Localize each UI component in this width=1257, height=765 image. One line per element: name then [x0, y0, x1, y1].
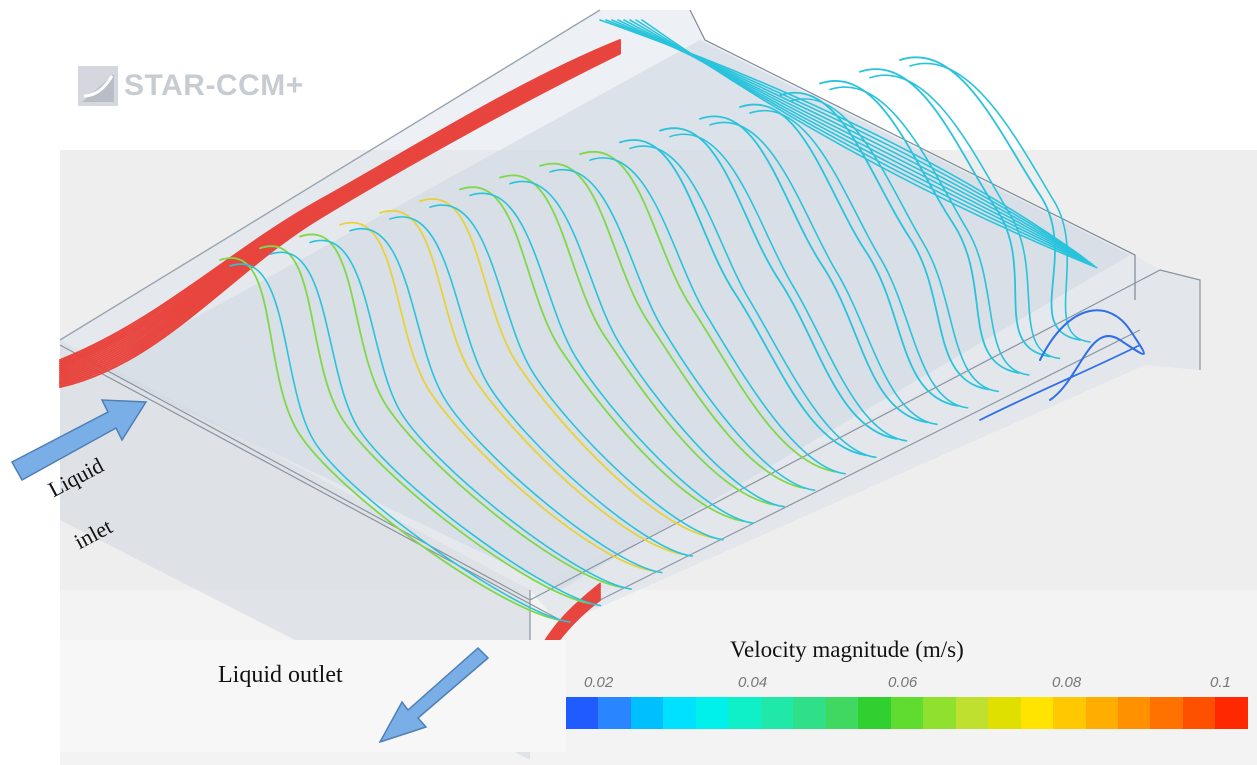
streamline — [659, 127, 898, 440]
colorbar-ticks: 0.02 0.04 0.06 0.08 0.1 — [566, 674, 1246, 698]
streamline — [909, 62, 1091, 343]
streamline — [641, 19, 1098, 269]
star-ccm-logo-icon — [78, 66, 118, 106]
colorbar-segment — [923, 697, 956, 729]
streamline — [669, 133, 908, 442]
streamline — [59, 52, 621, 388]
streamline — [59, 43, 621, 370]
colorbar-segment — [728, 697, 761, 729]
colorbar-segment — [1182, 697, 1216, 729]
streamline — [339, 221, 653, 572]
streamline — [269, 251, 602, 607]
logo-text: STAR-CCM+ — [124, 69, 304, 102]
streamline — [229, 263, 571, 623]
streamline — [739, 103, 959, 407]
colorbar-segment — [566, 697, 599, 729]
streamline — [59, 44, 621, 372]
outlet-channel — [530, 270, 1200, 625]
colorbar-segment — [598, 697, 631, 729]
outlet-arrow-overlay-icon — [378, 646, 490, 744]
streamline — [549, 168, 816, 492]
colorbar-segment — [760, 697, 794, 729]
colorbar-segment — [955, 697, 989, 729]
streamline — [389, 216, 694, 557]
colorbar-segment — [630, 697, 664, 729]
streamline — [429, 204, 724, 541]
streamline — [1039, 309, 1145, 401]
streamline — [309, 239, 632, 590]
colorbar-segment — [858, 697, 891, 729]
colorbar-tick: 0.06 — [888, 674, 918, 691]
colorbar-title: Velocity magnitude (m/s) — [730, 637, 964, 662]
streamline — [819, 80, 1020, 374]
colorbar-tick: 0.04 — [738, 674, 768, 691]
colorbar-segment — [663, 697, 696, 729]
streamline — [709, 121, 938, 426]
streamline — [259, 245, 592, 605]
streamline — [499, 174, 776, 506]
plate-surface — [100, 40, 1130, 590]
streamline — [59, 39, 621, 361]
colorbar — [566, 697, 1248, 729]
streamline — [349, 227, 663, 574]
label-panel — [60, 640, 566, 752]
edge-line — [59, 9, 601, 341]
streamline — [59, 45, 621, 374]
colorbar-segment — [1150, 697, 1183, 729]
streamline — [59, 46, 621, 376]
streamline — [789, 98, 1000, 393]
streamline — [779, 92, 990, 391]
streamline — [219, 257, 561, 621]
star-ccm-logo: STAR-CCM+ — [78, 66, 304, 106]
colorbar-segment — [1053, 697, 1086, 729]
streamline — [579, 150, 837, 473]
streamline — [59, 41, 621, 367]
colorbar-segment — [988, 697, 1021, 729]
colorbar-segment — [695, 697, 729, 729]
streamline — [59, 48, 621, 381]
streamline — [59, 39, 621, 363]
streamline — [59, 40, 621, 365]
colorbar-segment — [825, 697, 859, 729]
colorbar-segment — [1117, 697, 1151, 729]
streamline — [59, 48, 621, 379]
streamlines — [59, 19, 1145, 701]
streamline — [619, 139, 867, 457]
streamline — [469, 192, 755, 524]
colorbar-segment — [1020, 697, 1054, 729]
streamline — [629, 145, 877, 459]
colorbar-segment — [793, 697, 826, 729]
streamline — [829, 86, 1030, 376]
streamline — [419, 198, 714, 539]
colorbar-tick: 0.08 — [1052, 674, 1082, 691]
colorbar-segment — [1085, 697, 1118, 729]
streamline — [699, 115, 928, 424]
streamline — [749, 109, 969, 409]
streamline — [379, 209, 684, 556]
colorbar-tick: 0.1 — [1210, 674, 1231, 691]
streamline — [59, 42, 621, 369]
streamline — [539, 162, 806, 490]
streamline — [509, 180, 785, 508]
streamline — [979, 344, 1141, 421]
colorbar-tick: 0.02 — [584, 674, 614, 691]
outlet-label: Liquid outlet — [218, 662, 343, 688]
edge-line — [1159, 269, 1201, 370]
streamline — [59, 47, 621, 378]
streamline — [459, 186, 745, 523]
colorbar-segment — [890, 697, 924, 729]
colorbar-segment — [1215, 697, 1248, 729]
inlet-arrow-icon — [10, 399, 148, 482]
streamline — [299, 233, 623, 588]
streamline — [589, 157, 847, 475]
